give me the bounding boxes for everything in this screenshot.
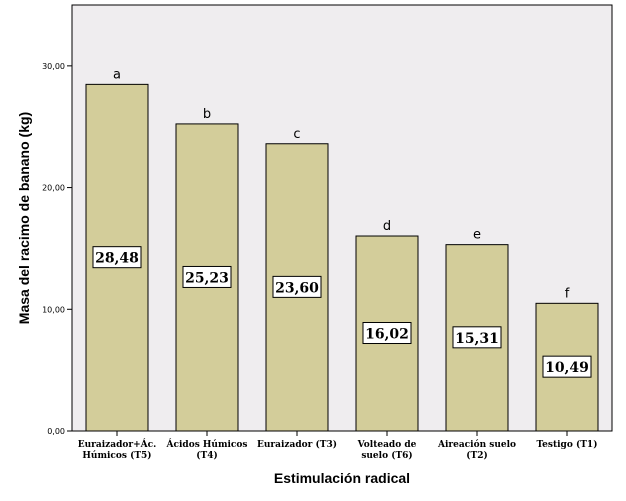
x-tick-label: Aireación suelo xyxy=(437,439,516,450)
y-tick-label: 20,00 xyxy=(42,184,65,193)
value-label: 25,23 xyxy=(185,270,229,286)
x-tick-label: suelo (T6) xyxy=(361,450,412,461)
x-axis-title: Estimulación radical xyxy=(274,470,410,486)
x-tick-label: Euraizador+Ác. xyxy=(78,438,157,450)
y-axis: 0,00 10,00 20,00 30,00 xyxy=(42,62,72,436)
significance-letter: d xyxy=(383,219,391,234)
y-tick-label: 30,00 xyxy=(42,62,65,71)
value-label: 23,60 xyxy=(275,280,319,296)
x-tick-label: Volteado de xyxy=(357,440,417,450)
significance-letter: b xyxy=(203,107,211,122)
value-label: 28,48 xyxy=(95,251,139,267)
value-label-box xyxy=(272,275,322,298)
y-tick-label: 0,00 xyxy=(47,427,65,436)
y-axis-title: Masa del racimo de banano (kg) xyxy=(16,112,32,324)
value-label: 15,31 xyxy=(455,331,499,347)
x-axis: Euraizador+Ác.Húmicos (T5) Ácidos Húmicos… xyxy=(78,431,598,461)
value-label-box xyxy=(182,265,232,288)
value-label-box xyxy=(452,326,502,349)
value-label-box xyxy=(542,355,592,378)
plot-area xyxy=(71,4,613,432)
significance-letter: f xyxy=(565,286,570,301)
value-label-box xyxy=(362,322,412,345)
y-tick-label: 10,00 xyxy=(42,305,65,314)
value-label: 10,49 xyxy=(545,360,589,376)
x-tick-label: (T2) xyxy=(466,450,487,461)
value-label: 16,02 xyxy=(365,327,409,343)
value-label-box xyxy=(92,246,142,269)
significance-letter: a xyxy=(113,67,121,82)
significance-letter: e xyxy=(473,228,481,243)
significance-letter: c xyxy=(293,127,300,142)
bars-group: a 28,48 b 25,23 c 23,60 d 16,02 e 15,31 f 10,49 xyxy=(85,67,599,432)
x-tick-label: Ácidos Húmicos xyxy=(166,438,248,450)
x-tick-label: (T4) xyxy=(196,450,217,461)
x-tick-label: Euraizador (T3) xyxy=(257,439,337,450)
x-tick-label: Testigo (T1) xyxy=(537,439,598,450)
x-tick-label: Húmicos (T5) xyxy=(82,450,151,461)
